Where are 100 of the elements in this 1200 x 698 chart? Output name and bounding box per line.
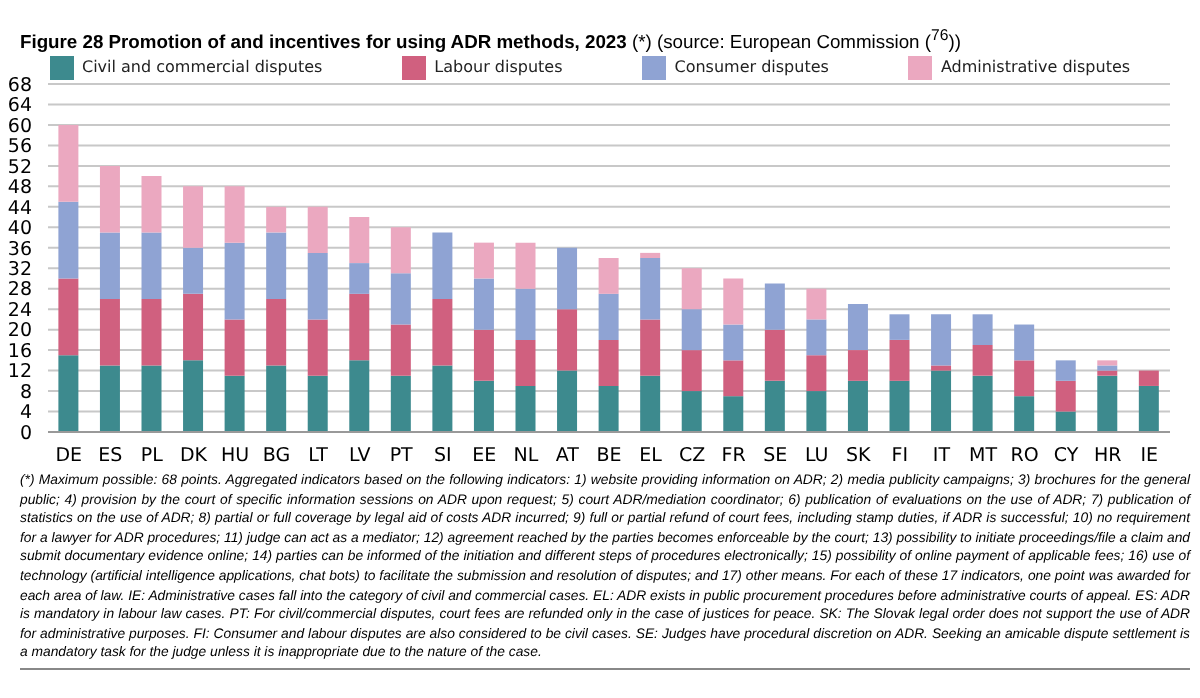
x-tick-label: NL (513, 445, 540, 468)
bar (1138, 385, 1159, 432)
x-tick-label: SE (763, 445, 788, 468)
y-tick-label: 24 (7, 299, 32, 322)
bar (972, 345, 993, 376)
bar (307, 252, 328, 320)
bar (931, 365, 952, 371)
bar (515, 288, 536, 340)
bar (266, 232, 287, 299)
bar (141, 298, 162, 366)
bar (681, 309, 702, 351)
bar (432, 232, 453, 299)
bar (99, 232, 120, 299)
x-tick-label: CY (1053, 445, 1079, 468)
y-tick-label: 32 (7, 258, 32, 281)
bar (640, 258, 661, 320)
y-tick-label: 68 (7, 74, 32, 97)
x-tick-label: LT (308, 445, 329, 468)
bar (806, 319, 827, 356)
x-tick-label: FI (891, 445, 909, 468)
bar (1097, 360, 1118, 366)
bar (889, 314, 910, 340)
x-tick-label: FR (721, 445, 747, 468)
bar (307, 375, 328, 432)
bar (266, 298, 287, 366)
bar (515, 385, 536, 432)
bar (598, 339, 619, 386)
bar (432, 298, 453, 366)
bar (141, 232, 162, 299)
y-tick-label: 28 (7, 279, 32, 302)
bar (58, 124, 79, 202)
bar (99, 165, 120, 233)
bar (349, 293, 370, 361)
legend-label: Labour disputes (434, 58, 563, 77)
bar (723, 324, 744, 361)
bar (764, 329, 785, 381)
bar (183, 293, 204, 361)
bar (349, 217, 370, 264)
bar (889, 380, 910, 432)
x-tick-label: BG (262, 445, 291, 468)
bar (1097, 375, 1118, 432)
bar (224, 242, 245, 320)
bar (806, 355, 827, 392)
bar (473, 380, 494, 432)
x-tick-label: HR (1093, 445, 1123, 468)
bar (931, 314, 952, 366)
bar (681, 268, 702, 310)
x-tick-label: IT (932, 445, 951, 468)
bar (972, 375, 993, 432)
bar (515, 339, 536, 386)
x-tick-label: LV (348, 445, 372, 468)
bar (58, 201, 79, 279)
bar (1055, 380, 1076, 412)
bar (847, 350, 868, 381)
y-tick-label: 60 (7, 115, 32, 138)
bar (806, 288, 827, 320)
x-tick-label: IE (1140, 445, 1159, 468)
x-tick-label: AT (555, 445, 580, 468)
bar (764, 283, 785, 330)
bar (847, 380, 868, 432)
x-tick-label: ES (98, 445, 123, 468)
bar (183, 360, 204, 432)
bar (224, 319, 245, 376)
bar (931, 370, 952, 432)
bar (99, 298, 120, 366)
chart-subtitle: (*) (source: European Commission ($^{76}$)) (631, 26, 961, 53)
bar (972, 314, 993, 345)
bar (557, 309, 578, 371)
x-tick-label: SK (846, 445, 873, 468)
x-tick-label: BE (596, 445, 622, 468)
bar (723, 278, 744, 325)
y-tick-label: 40 (7, 218, 32, 241)
y-tick-label: 16 (7, 340, 32, 363)
bar (806, 391, 827, 432)
bar (224, 186, 245, 243)
bar (557, 370, 578, 432)
bar (473, 278, 494, 330)
bar (141, 365, 162, 432)
x-tick-label: LU (805, 445, 829, 468)
bar (723, 360, 744, 397)
x-tick-label: PT (389, 445, 414, 468)
x-tick-label: SI (433, 445, 452, 468)
bar (266, 365, 287, 432)
x-tick-label: CZ (678, 445, 707, 468)
bar (224, 375, 245, 432)
bar (183, 186, 204, 248)
y-tick-label: 36 (7, 238, 32, 261)
bar (598, 293, 619, 340)
x-tick-label: PL (140, 445, 165, 468)
bar (723, 396, 744, 432)
y-tick-label: 4 (19, 402, 32, 425)
y-tick-label: 20 (7, 320, 32, 343)
bar (390, 227, 411, 274)
y-tick-label: 52 (7, 156, 32, 179)
x-tick-label: DE (55, 445, 83, 468)
bar (1014, 360, 1035, 397)
x-tick-label: RO (1010, 445, 1039, 468)
x-tick-label: MT (969, 445, 998, 468)
y-tick-label: 48 (7, 177, 32, 200)
bar (390, 324, 411, 376)
